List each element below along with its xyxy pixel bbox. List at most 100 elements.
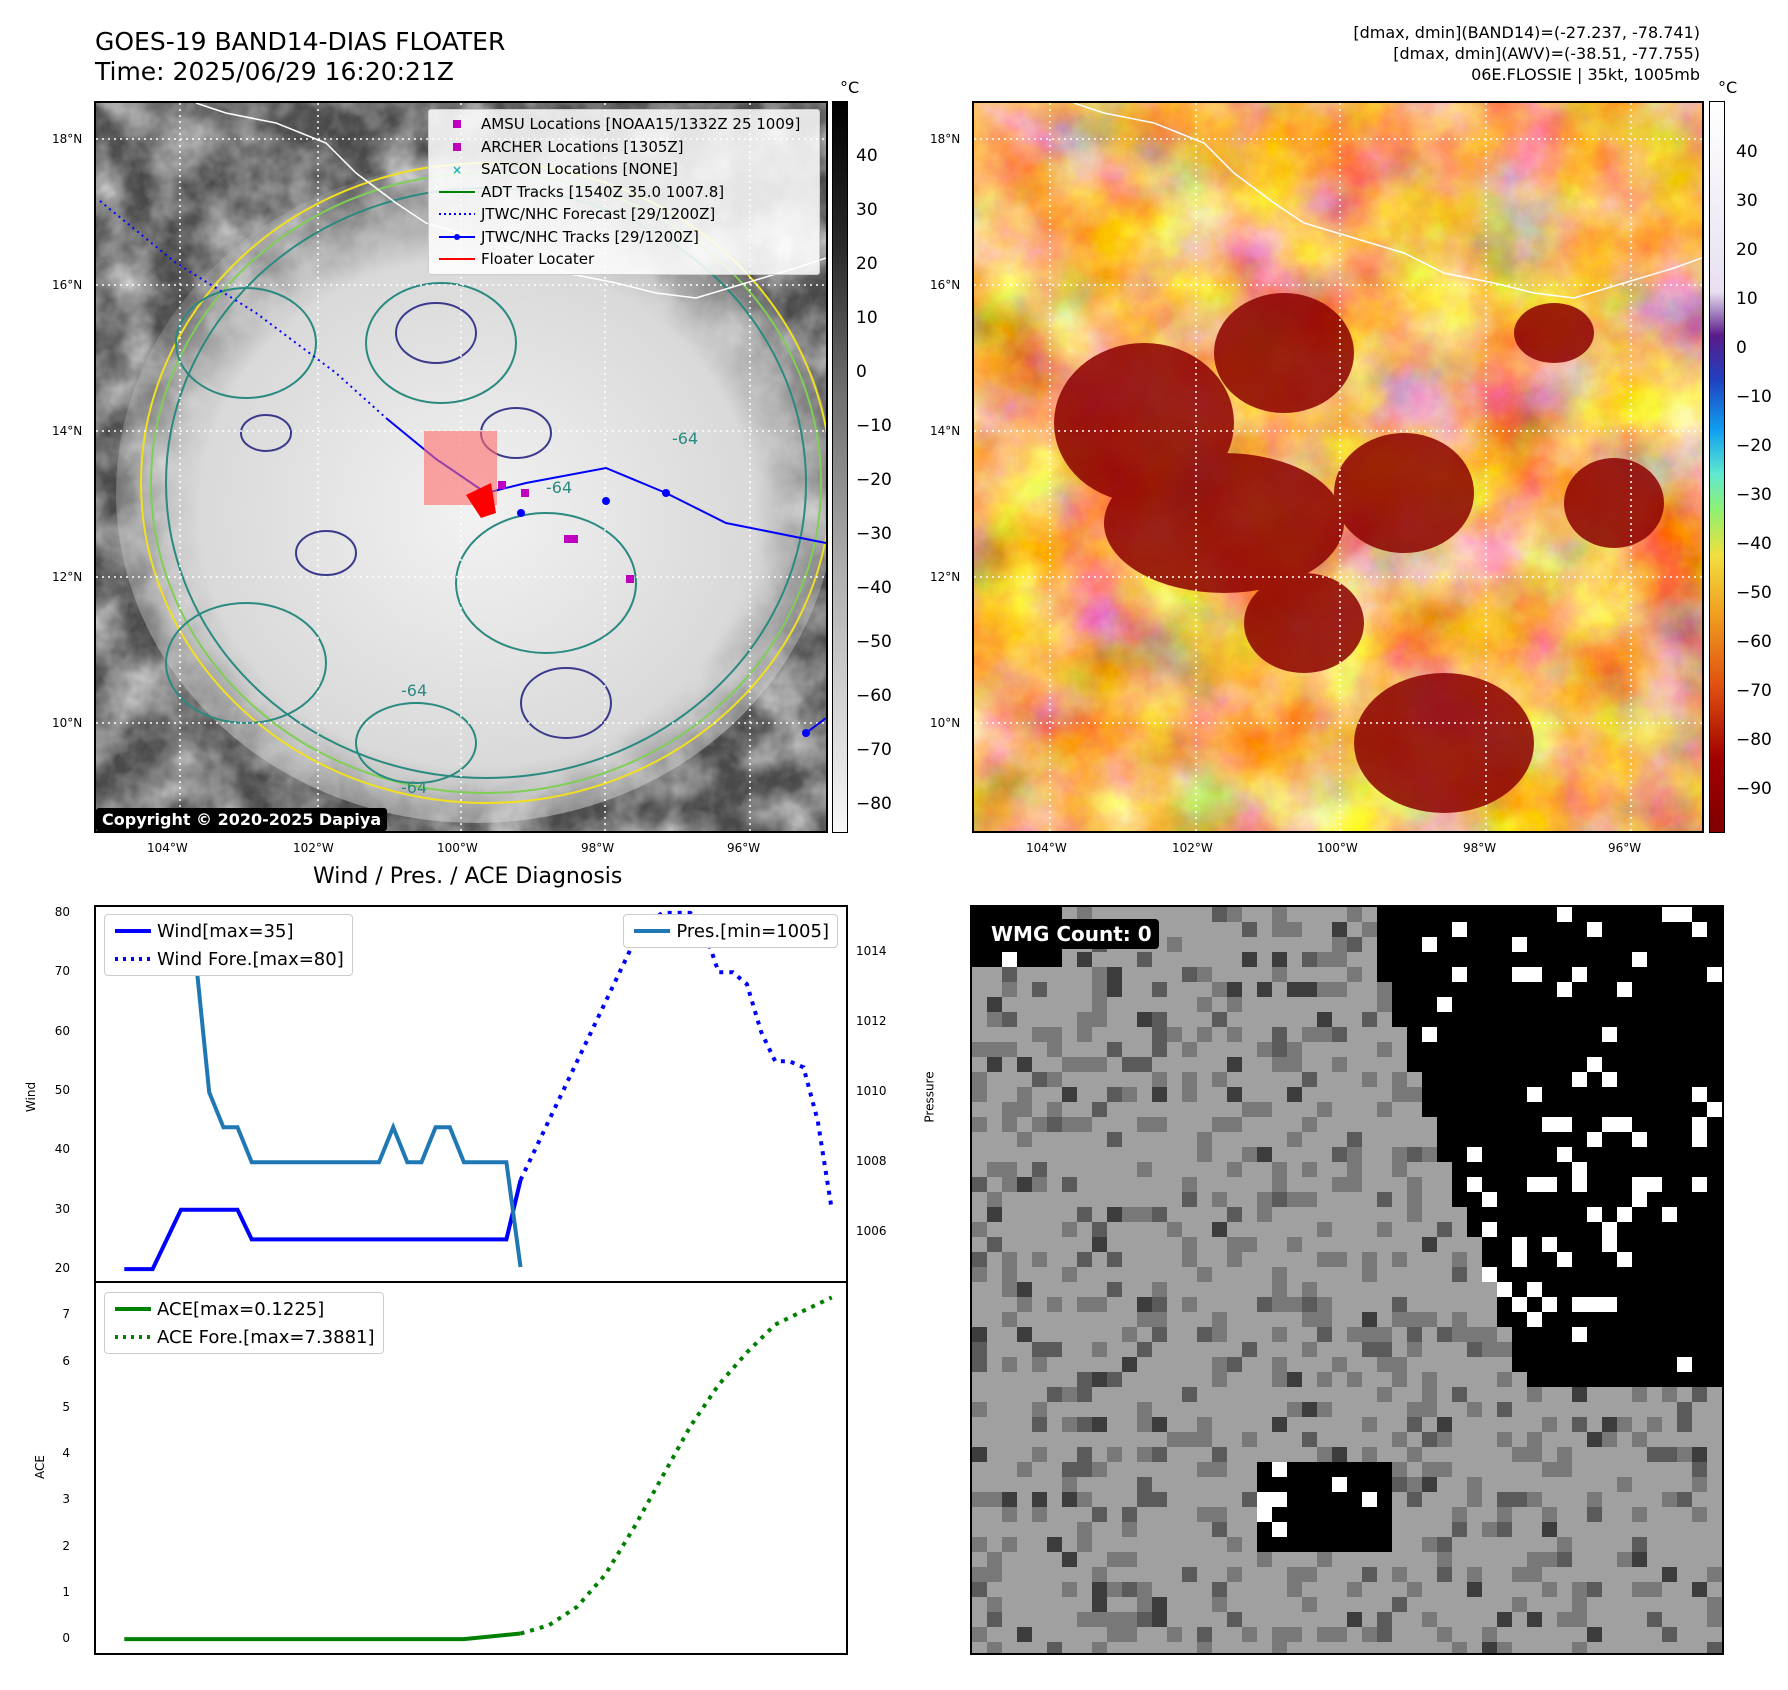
- axis-tick-label: 1: [62, 1584, 70, 1599]
- axis-tick-label: 1014: [856, 944, 887, 959]
- colorbar-right-unit: °C: [1718, 78, 1738, 97]
- series-line-ace: [124, 1631, 521, 1642]
- lon-label: 100°W: [437, 841, 478, 855]
- colorbar-tick: −90: [1736, 779, 1772, 799]
- colorbar-tick: 0: [856, 362, 867, 382]
- map-legend-item: JTWC/NHC Tracks [29/1200Z]: [429, 226, 819, 249]
- colorbar-tick: −30: [856, 524, 892, 544]
- colorbar-tick: −50: [856, 632, 892, 652]
- lat-label: 10°N: [52, 716, 83, 730]
- axis-tick-label: 0: [62, 1631, 70, 1646]
- colorbar-tick: −20: [856, 470, 892, 490]
- colorbar-tick: 20: [1736, 240, 1758, 260]
- axis-tick-label: 1006: [856, 1224, 887, 1239]
- axis-tick-label: 20: [54, 1261, 70, 1276]
- map-legend-item: ARCHER Locations [1305Z]: [429, 136, 819, 159]
- wmg-pixels: [972, 907, 1722, 1653]
- legend-ace: ACE[max=0.1225]: [157, 1298, 325, 1320]
- lat-label: 12°N: [930, 570, 961, 584]
- wind-ylabel: Wind: [24, 1081, 39, 1113]
- axis-tick-label: 6: [62, 1353, 70, 1368]
- contour-label: -64: [401, 681, 427, 700]
- contour-label: -64: [401, 778, 427, 797]
- colorbar-tick: −80: [1736, 730, 1772, 750]
- lon-label: 100°W: [1317, 841, 1358, 855]
- ace-panel: ACE[max=0.1225] ACE Fore.[max=7.3881]: [94, 1281, 848, 1655]
- axis-tick-label: 2: [62, 1538, 70, 1553]
- legend-symbol: [439, 142, 475, 152]
- legend-symbol: [439, 211, 475, 217]
- legend-pres: Pres.[min=1005]: [676, 920, 829, 942]
- colorbar-tick: 30: [856, 200, 878, 220]
- colorbar-tick: 20: [856, 254, 878, 274]
- colorbar-tick: −60: [1736, 632, 1772, 652]
- ace-legend: ACE[max=0.1225] ACE Fore.[max=7.3881]: [104, 1292, 384, 1354]
- wind-legend: Wind[max=35] Wind Fore.[max=80]: [104, 914, 353, 976]
- colorbar-tick: 40: [856, 146, 878, 166]
- forecast-track: [99, 200, 387, 419]
- info-line3: 06E.FLOSSIE | 35kt, 1005mb: [1471, 65, 1700, 84]
- figure-title-line1: GOES-19 BAND14-DIAS FLOATER: [95, 27, 506, 56]
- legend-symbol: ×: [439, 164, 475, 174]
- wind-pressure-plot: [124, 910, 834, 1272]
- axis-tick-label: 60: [54, 1023, 70, 1038]
- colorbar-tick: −70: [856, 740, 892, 760]
- map-legend-item: ADT Tracks [1540Z 35.0 1007.8]: [429, 181, 819, 204]
- wmg-image: [972, 907, 1722, 1653]
- series-line-wind-fore-: [518, 910, 834, 1211]
- enhanced-ir-panel: [972, 101, 1704, 833]
- axis-tick-label: 70: [54, 964, 70, 979]
- enhanced-ir-image: [974, 103, 1702, 831]
- colorbar-tick: −10: [856, 416, 892, 436]
- colorbar-tick: −70: [1736, 681, 1772, 701]
- axis-tick-label: 5: [62, 1399, 70, 1414]
- axis-tick-label: 30: [54, 1201, 70, 1216]
- copyright-badge: Copyright © 2020-2025 Dapiya: [96, 808, 388, 831]
- axis-tick-label: 1010: [856, 1084, 887, 1099]
- colorbar-left: [832, 101, 848, 833]
- axis-tick-label: 7: [62, 1307, 70, 1322]
- legend-symbol: [439, 189, 475, 195]
- axis-tick-label: 4: [62, 1446, 70, 1461]
- map-legend: AMSU Locations [NOAA15/1332Z 25 1009] ARC…: [428, 109, 820, 275]
- ace-ylabel: ACE: [32, 1455, 47, 1479]
- pressure-legend: Pres.[min=1005]: [623, 914, 838, 948]
- legend-symbol: [439, 233, 475, 241]
- lat-label: 10°N: [930, 716, 961, 730]
- legend-label: JTWC/NHC Tracks [29/1200Z]: [481, 227, 699, 246]
- legend-symbol: [439, 256, 475, 262]
- colorbar-tick: −40: [1736, 534, 1772, 554]
- series-line-ace-fore-: [519, 1295, 833, 1636]
- legend-label: ARCHER Locations [1305Z]: [481, 137, 684, 156]
- wmg-count-badge: WMG Count: 0: [984, 919, 1159, 949]
- axis-tick-label: 50: [54, 1083, 70, 1098]
- ace-plot: [124, 1295, 833, 1642]
- colorbar-tick: −30: [1736, 485, 1772, 505]
- colorbar-tick: −40: [856, 578, 892, 598]
- svg-text:×: ×: [452, 164, 462, 174]
- pressure-ylabel: Pressure: [922, 1071, 937, 1123]
- lon-label: 102°W: [293, 841, 334, 855]
- legend-label: AMSU Locations [NOAA15/1332Z 25 1009]: [481, 115, 801, 134]
- map-legend-item: Floater Locater: [429, 248, 819, 271]
- map-legend-item: JTWC/NHC Forecast [29/1200Z]: [429, 203, 819, 226]
- legend-wind-fore: Wind Fore.[max=80]: [157, 948, 344, 970]
- axis-tick-label: 1012: [856, 1014, 887, 1029]
- lon-label: 98°W: [1463, 841, 1497, 855]
- diagnosis-title: Wind / Pres. / ACE Diagnosis: [313, 864, 623, 889]
- floater-locater-marker: [466, 483, 496, 518]
- colorbar-tick: 10: [1736, 289, 1758, 309]
- lon-label: 96°W: [727, 841, 761, 855]
- lon-label: 98°W: [581, 841, 615, 855]
- colorbar-tick: −10: [1736, 387, 1772, 407]
- series-line-pres-: [152, 915, 523, 1268]
- lon-label: 104°W: [147, 841, 188, 855]
- axis-tick-label: 80: [54, 904, 70, 919]
- contour-label: -64: [672, 429, 698, 448]
- wmg-panel: WMG Count: 0: [970, 905, 1724, 1655]
- axis-tick-label: 40: [54, 1142, 70, 1157]
- lon-label: 104°W: [1026, 841, 1067, 855]
- legend-wind: Wind[max=35]: [157, 920, 294, 942]
- lat-label: 14°N: [52, 424, 83, 438]
- colorbar-tick: 10: [856, 308, 878, 328]
